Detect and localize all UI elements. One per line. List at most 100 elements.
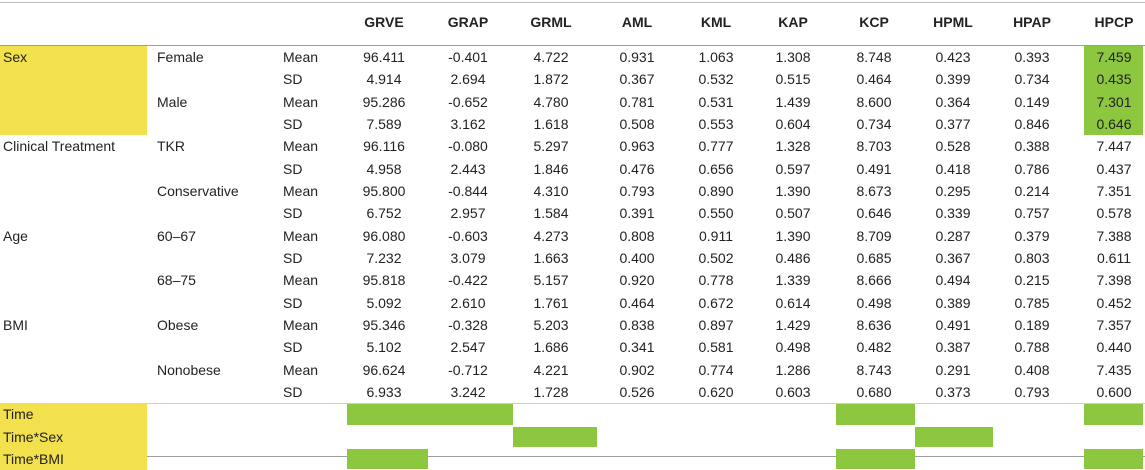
table-header-rule — [0, 45, 1145, 46]
table-cell: 0.498 — [856, 294, 892, 311]
table-cell: 0.367 — [619, 71, 655, 88]
table-cell: 0.786 — [1014, 160, 1050, 177]
table-cell: 5.297 — [533, 138, 569, 155]
table-cell: -0.422 — [448, 272, 488, 289]
table-cell: 0.387 — [935, 339, 971, 356]
table-cell: 0.656 — [698, 160, 734, 177]
table-cell: 0.611 — [1097, 250, 1131, 267]
table-cell: 0.526 — [619, 384, 655, 401]
stat-label: SD — [283, 205, 303, 222]
table-cell: 7.447 — [1096, 138, 1132, 155]
table-cell: 96.080 — [362, 227, 406, 244]
table-cell: 1.286 — [775, 361, 811, 378]
factor-label: Sex — [3, 49, 28, 65]
table-cell: 0.364 — [935, 93, 971, 110]
table-cell: 0.502 — [698, 250, 734, 267]
level-label: 60–67 — [157, 227, 196, 244]
table-cell: 0.486 — [775, 250, 811, 267]
table-bottom-rule — [0, 456, 1145, 457]
table-cell: 0.734 — [1014, 71, 1050, 88]
level-label: Male — [157, 93, 188, 110]
column-header-hpml: HPML — [933, 14, 973, 30]
level-label: TKR — [157, 138, 185, 155]
table-cell: 7.459 — [1096, 49, 1132, 65]
table-cell: 1.390 — [775, 227, 811, 244]
table-cell: 1.439 — [775, 93, 811, 110]
table-cell: 95.800 — [362, 183, 406, 200]
table-cell: 0.963 — [619, 138, 655, 155]
table-cell: 2.443 — [450, 160, 486, 177]
column-header-kap: KAP — [778, 14, 808, 30]
table-cell: 0.215 — [1014, 272, 1050, 289]
table-cell: 0.788 — [1014, 339, 1050, 356]
stat-label: SD — [283, 71, 303, 88]
table-cell: 0.214 — [1014, 183, 1050, 200]
table-cell: 8.748 — [856, 49, 892, 65]
column-header-grap: GRAP — [447, 14, 489, 30]
stat-label: SD — [283, 160, 303, 177]
table-cell: 0.897 — [698, 317, 734, 334]
table-cell: 3.242 — [450, 384, 486, 401]
table-cell: -0.652 — [448, 93, 488, 110]
table-cell: 0.646 — [1096, 116, 1132, 133]
table-cell: 5.102 — [366, 339, 402, 356]
table-cell: 0.846 — [1014, 116, 1050, 133]
table-cell: 5.203 — [533, 317, 569, 334]
table-cell: 6.933 — [366, 384, 402, 401]
table-cell: 1.761 — [533, 294, 569, 311]
table-cell: 0.423 — [935, 49, 971, 65]
table-cell: 2.694 — [450, 71, 486, 88]
table-cell: 4.722 — [533, 49, 569, 65]
significant-effect-hpml — [915, 426, 993, 448]
table-cell: 0.920 — [619, 272, 655, 289]
table-cell: 4.958 — [366, 160, 402, 177]
table-cell: 0.808 — [619, 227, 655, 244]
table-cell: 0.604 — [775, 116, 811, 133]
table-cell: 1.390 — [775, 183, 811, 200]
effect-label-highlight — [0, 403, 147, 426]
table-cell: 0.491 — [935, 317, 971, 334]
table-cell: 8.636 — [856, 317, 892, 334]
table-cell: 7.435 — [1096, 361, 1132, 378]
table-cell: 0.377 — [935, 116, 971, 133]
table-cell: 0.614 — [775, 294, 811, 311]
stat-label: Mean — [283, 272, 319, 289]
table-cell: 0.379 — [1014, 227, 1050, 244]
table-cell: 0.399 — [935, 71, 971, 88]
significant-effect-grml — [513, 426, 597, 448]
table-cell: 0.440 — [1096, 339, 1132, 356]
table-cell: 96.116 — [363, 138, 405, 155]
table-cell: 2.547 — [450, 339, 486, 356]
table-cell: 0.393 — [1014, 49, 1050, 65]
table-cell: 1.663 — [533, 250, 569, 267]
table-top-rule — [0, 2, 1145, 3]
table-cell: 0.373 — [935, 384, 971, 401]
significant-effect-hpcp — [1084, 404, 1143, 425]
table-cell: 0.508 — [619, 116, 655, 133]
table-cell: 2.610 — [450, 294, 486, 311]
table-cell: 0.295 — [935, 183, 971, 200]
table-cell: 1.846 — [533, 160, 569, 177]
level-label: 68–75 — [157, 272, 196, 289]
stat-label: SD — [283, 339, 303, 356]
column-header-kcp: KCP — [859, 14, 889, 30]
table-cell: -0.603 — [448, 227, 488, 244]
table-cell: 1.618 — [533, 116, 569, 133]
table-cell: 0.793 — [619, 183, 655, 200]
table-cell: 0.672 — [698, 294, 734, 311]
factor-highlight — [0, 46, 147, 136]
table-cell: 1.328 — [775, 138, 811, 155]
table-cell: 0.452 — [1096, 294, 1132, 311]
table-cell: 0.498 — [775, 339, 811, 356]
table-cell: 0.911 — [699, 227, 733, 244]
table-cell: 0.785 — [1014, 294, 1050, 311]
column-header-hpcp: HPCP — [1094, 14, 1134, 30]
table-cell: 1.429 — [775, 317, 811, 334]
table-cell: 0.291 — [935, 361, 971, 378]
table-cell: 1.686 — [533, 339, 569, 356]
table-cell: 3.079 — [450, 250, 486, 267]
table-cell: 0.890 — [698, 183, 734, 200]
table-cell: 0.793 — [1014, 384, 1050, 401]
table-cell: 7.357 — [1096, 317, 1132, 334]
table-cell: 5.157 — [533, 272, 569, 289]
